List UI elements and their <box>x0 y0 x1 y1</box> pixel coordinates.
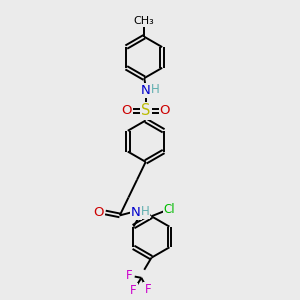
Text: CH₃: CH₃ <box>134 16 154 26</box>
Text: H: H <box>151 82 159 96</box>
Text: Cl: Cl <box>164 202 175 216</box>
Text: F: F <box>130 284 136 297</box>
Text: F: F <box>126 269 133 282</box>
Text: F: F <box>144 284 151 296</box>
Text: N: N <box>141 84 151 97</box>
Text: S: S <box>141 103 150 118</box>
Text: O: O <box>93 206 104 219</box>
Text: N: N <box>131 206 140 219</box>
Text: O: O <box>121 104 132 118</box>
Text: O: O <box>160 104 170 118</box>
Text: H: H <box>141 205 149 218</box>
